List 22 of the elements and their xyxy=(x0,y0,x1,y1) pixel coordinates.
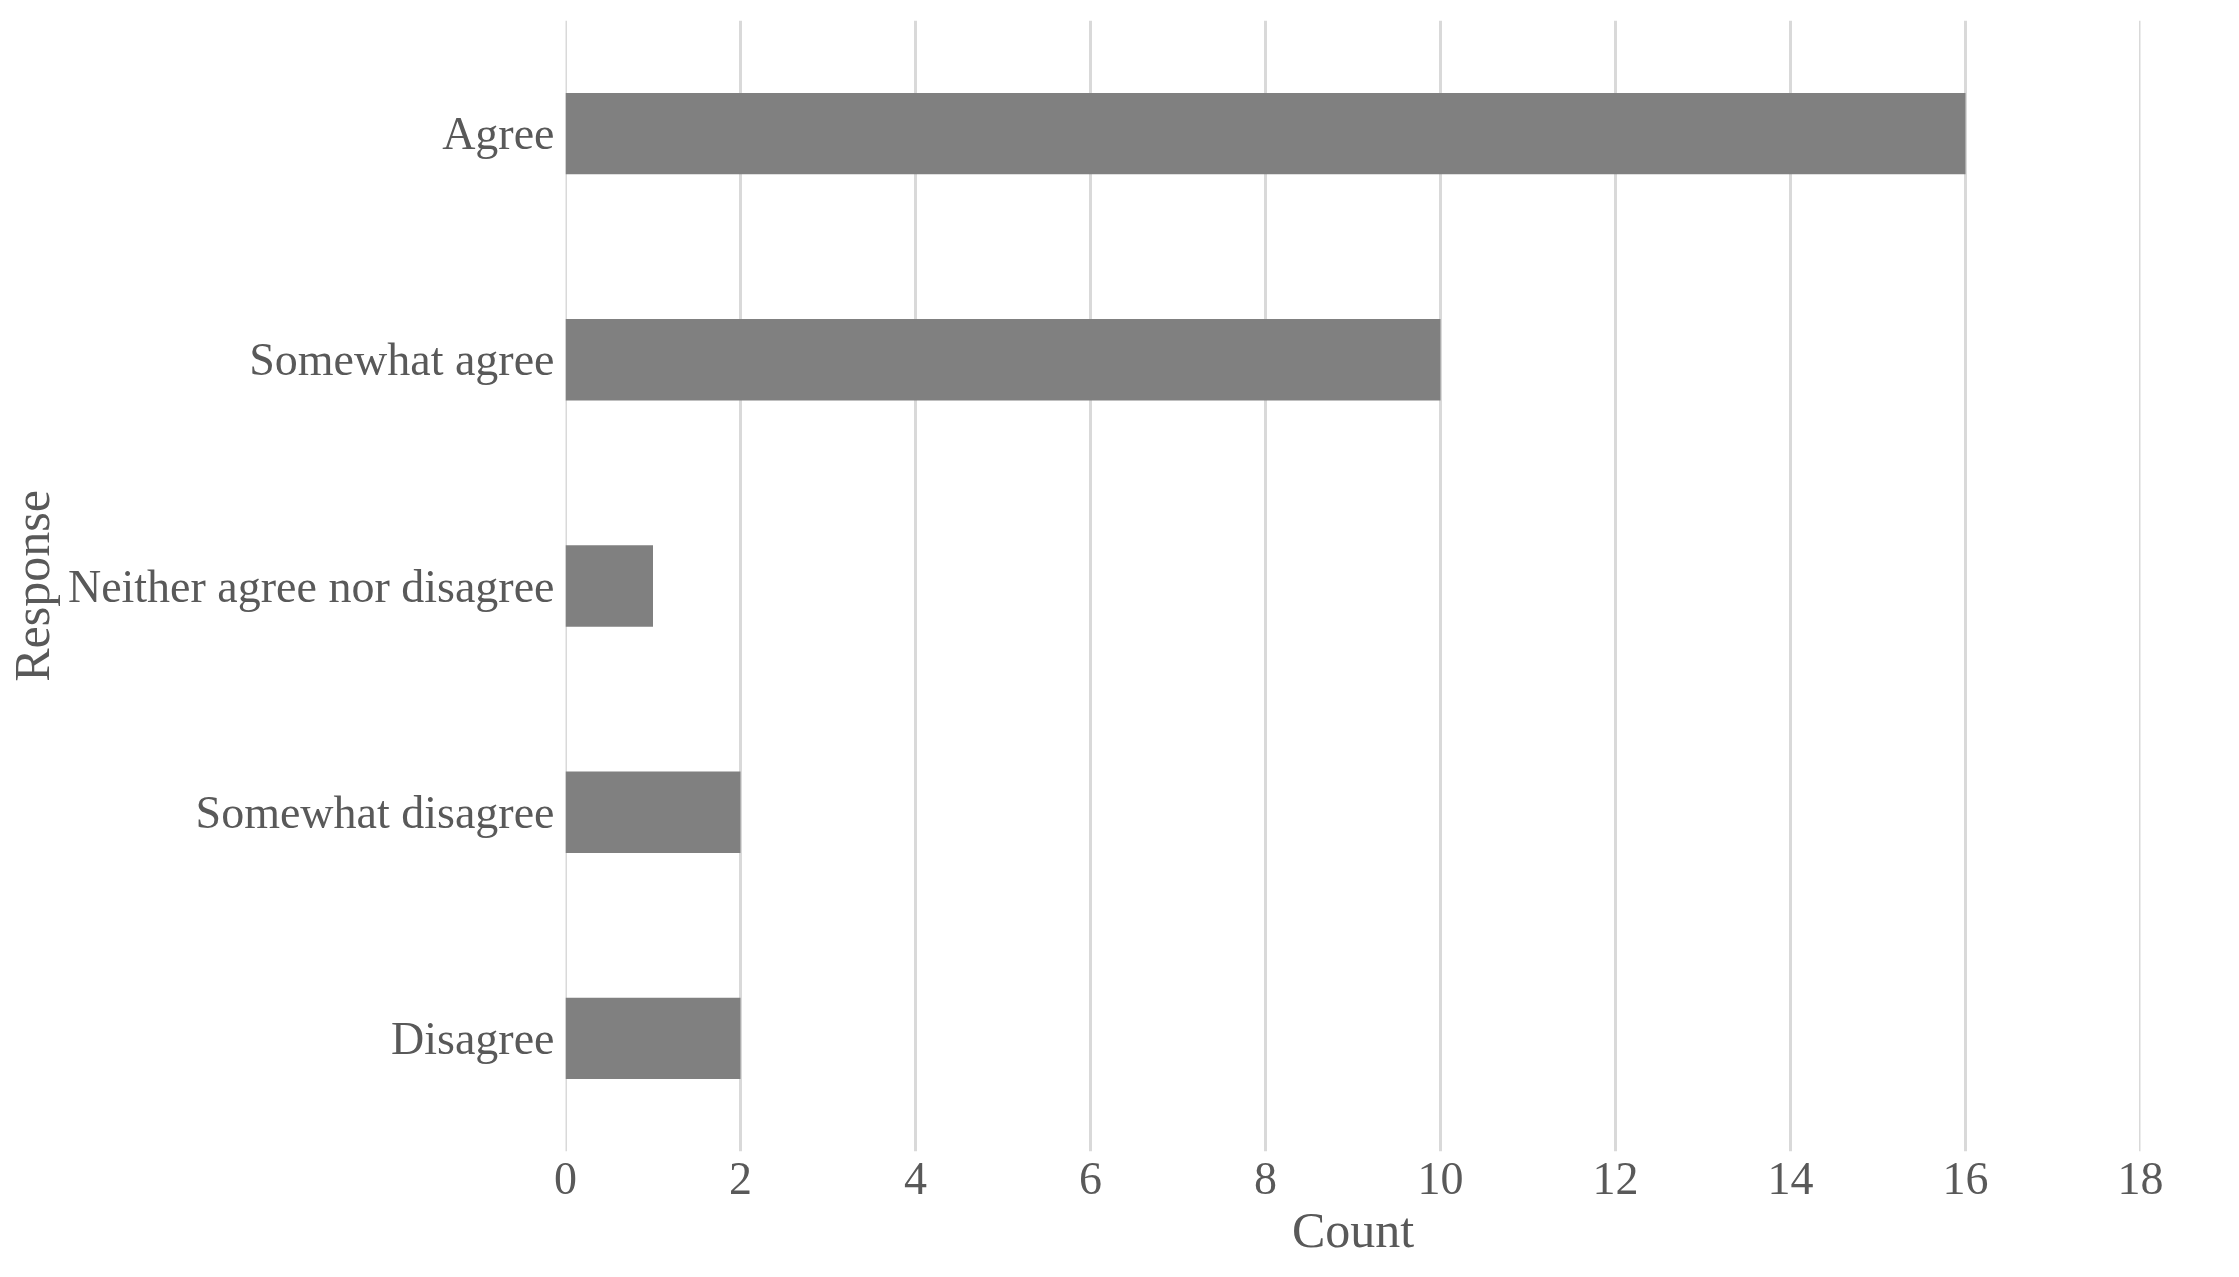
bar xyxy=(565,771,741,853)
x-tick-label: 18 xyxy=(2117,1152,2164,1204)
x-tick-label: 16 xyxy=(1942,1152,1989,1204)
x-tick-label: 10 xyxy=(1417,1152,1464,1204)
bar xyxy=(565,545,653,627)
bar xyxy=(565,997,741,1080)
x-tick-label: 14 xyxy=(1767,1152,1814,1204)
x-tick-label: 12 xyxy=(1592,1152,1639,1204)
x-tick-label: 6 xyxy=(1079,1152,1102,1204)
x-tick-label: 0 xyxy=(554,1152,577,1204)
y-tick-label: Neither agree nor disagree xyxy=(67,560,555,612)
bar xyxy=(565,92,1966,175)
y-tick-label: Somewhat disagree xyxy=(195,786,555,838)
y-tick-label: Disagree xyxy=(391,1012,555,1064)
y-tick-label: Somewhat agree xyxy=(249,334,555,386)
x-axis-title: Count xyxy=(1291,1201,1415,1258)
x-tick-label: 2 xyxy=(729,1152,752,1204)
x-tick-label: 4 xyxy=(904,1152,927,1204)
y-axis-title: Response xyxy=(3,490,60,682)
bar xyxy=(565,319,1441,401)
y-tick-label: Agree xyxy=(442,108,555,160)
x-tick-label: 8 xyxy=(1254,1152,1277,1204)
